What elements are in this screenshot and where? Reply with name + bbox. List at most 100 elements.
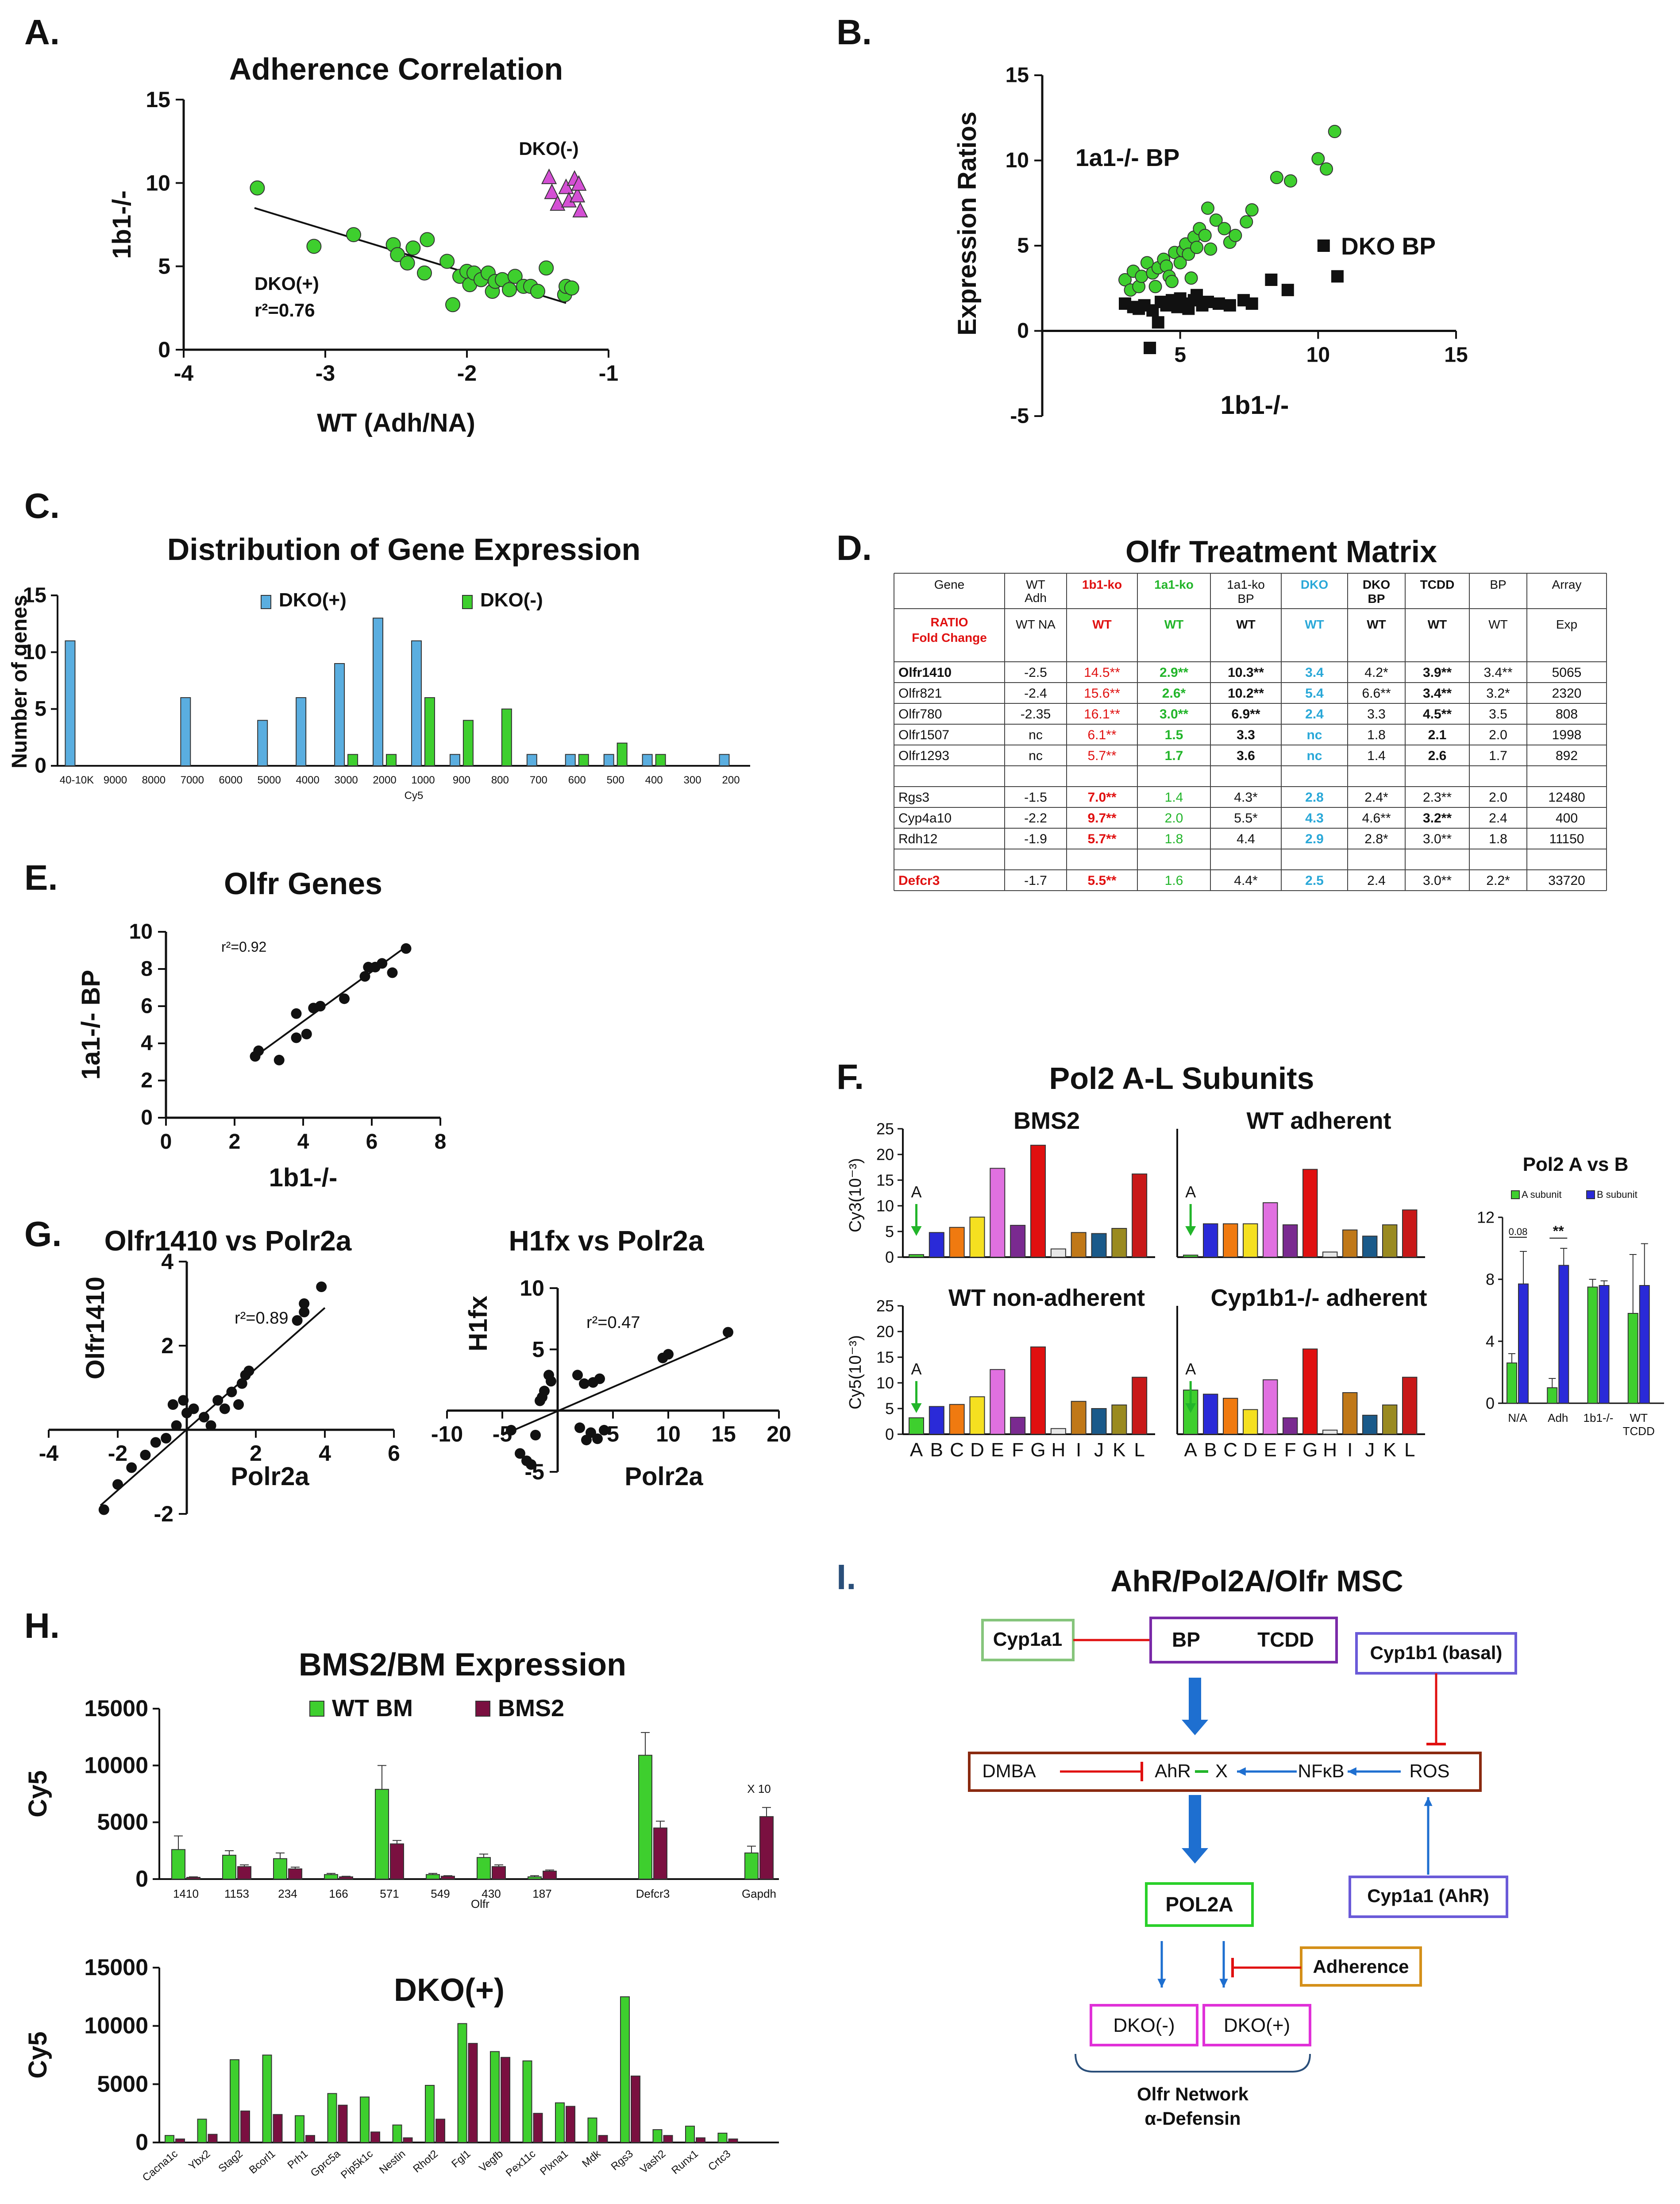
panel-c-bar [449,754,460,767]
inset-y-tick-label: 12 [1477,1208,1495,1227]
panel-g1-point [316,1281,327,1292]
table-d-cell: nc [1029,728,1043,742]
inset-bar [1547,1387,1558,1404]
table-d-subheader: WT [1164,618,1184,631]
panel-a-x-tick-label: -3 [316,361,335,386]
panel-h2-bar [728,2138,738,2143]
table-d-cell: 16.1** [1084,707,1120,722]
panel-b-y-label: Expression Ratios [953,112,982,336]
panel-f-bar [969,1396,985,1435]
inset-x-tick-label: 1b1-/- [1584,1411,1614,1424]
panel-b-x-tick-label: 15 [1444,344,1468,367]
panel-f-y-tick-label: 0 [885,1425,894,1444]
table-d-cell: 400 [1556,811,1578,826]
panel-label-c: C. [24,486,60,525]
panel-h2-bar [327,2093,337,2143]
node-dko-plus: DKO(+) [1224,2015,1290,2036]
panel-label-b: B. [836,12,872,52]
table-d-cell: 2.8* [1364,832,1388,846]
table-d-cell: 4.4 [1237,832,1255,846]
panel-g2-point [594,1373,605,1384]
node-dko-minus-box [1090,2004,1198,2046]
panel-f-bar [1362,1235,1378,1258]
inset-sig-1: 0.08 [1509,1226,1528,1237]
panel-h2-x-tick-label: Fgl1 [449,2148,473,2170]
panel-g2-title: H1fx vs Polr2a [509,1225,704,1257]
panel-f-bar [1283,1224,1298,1258]
panel-h2-bar [295,2115,304,2143]
table-d-cell: 5.7** [1087,749,1116,763]
inset-y-tick-label: 8 [1486,1270,1495,1289]
panel-e-title: Olfr Genes [224,866,382,901]
table-d-cell: 3.9** [1423,665,1452,680]
panel-a-point [507,269,523,284]
panel-f-x-tick-label: G [1030,1439,1045,1461]
edge-bp-ahr [1182,1678,1208,1735]
edge-cyp1a1ahr-ros-head [1424,1797,1433,1806]
panel-f-x-tick-label: H [1051,1439,1065,1461]
panel-h1-x-tick-label: 1153 [224,1887,249,1900]
panel-g2-point [530,1430,541,1440]
panel-g2-point [526,1459,536,1470]
panel-g1-x-tick-label: 2 [250,1441,262,1466]
legend-swatch-dko-plus [261,595,271,609]
panel-f-y-tick-label: 5 [885,1400,894,1418]
panel-h2-x-tick-label: Runx1 [669,2148,700,2177]
panel-h1-bar [543,1871,557,1880]
panel-h2-bar [490,2051,500,2143]
panel-f-subtitle: WT non-adherent [948,1285,1145,1311]
edge-ahr-pol2a [1182,1795,1208,1864]
table-d-gene: Olfr821 [898,686,942,701]
panel-h2-x-tick-label: Gprc5a [308,2147,343,2179]
panel-e-point [253,1045,264,1056]
panel-g1-point [205,1420,216,1431]
panel-b-y-tick-label: 15 [1006,64,1029,87]
edge-ros-nfkb-head [1348,1767,1356,1776]
panel-h2-bar [631,2075,640,2143]
panel-g1-point [299,1298,310,1309]
panel-h2-bar [696,2137,705,2143]
panel-h1-x-tick-label: 430 [482,1887,501,1900]
panel-h1-bar [492,1866,506,1880]
panel-h2-bar [566,2106,575,2143]
panel-g1-y-tick-label: 4 [161,1249,173,1274]
panel-f-bar [1010,1225,1026,1258]
panel-f-x-tick-label: C [950,1439,964,1461]
node-ros: ROS [1409,1760,1449,1781]
edge-nfkb-x-head [1237,1767,1246,1776]
panel-f-bar [1382,1404,1398,1435]
panel-h1-x-tick-label: 549 [431,1887,450,1900]
panel-a-point [530,284,545,299]
table-d-subheader: WT [1305,618,1324,631]
table-d-cell: 5.7** [1087,832,1116,846]
panel-f-bar [1071,1232,1087,1258]
panel-b-point [1202,296,1214,309]
panel-h1-bar [441,1876,455,1880]
table-d-subheader: WT [1092,618,1112,631]
panel-a-point [558,178,574,194]
panel-f-bar [1382,1224,1398,1258]
table-d-subheader: WT NA [1016,618,1056,631]
panel-c: C. Distribution of Gene Expression 0 5 10 15N… [8,486,750,802]
table-d-cell: 4.3* [1234,790,1258,805]
table-d-cell: 4.2* [1364,665,1388,680]
panel-c-bar [617,742,628,766]
panel-f-x-tick-label: D [970,1439,984,1461]
legend-swatch-wt-bm [309,1701,324,1717]
panel-b-point [1229,228,1242,242]
panel-f-x-tick-label: J [1094,1439,1104,1461]
panel-g1-x-label: Polr2a [231,1462,309,1491]
node-bp-tcdd-box [1149,1617,1338,1664]
panel-c-x-tick-label: 400 [645,774,663,786]
panel-b-y-tick-label: 5 [1017,234,1029,258]
panel-c-y-tick-label: 15 [23,584,46,607]
annotation-a: A [1185,1183,1196,1201]
panel-h2-y-label: Cy5 [23,2031,52,2078]
panel-f-bar [949,1404,965,1435]
panel-a-point [439,254,455,269]
panel-b-point [1184,271,1198,285]
panel-f-x-tick-label: K [1383,1439,1396,1461]
panel-label-h: H. [24,1606,60,1645]
panel-f-bar [1010,1417,1026,1435]
